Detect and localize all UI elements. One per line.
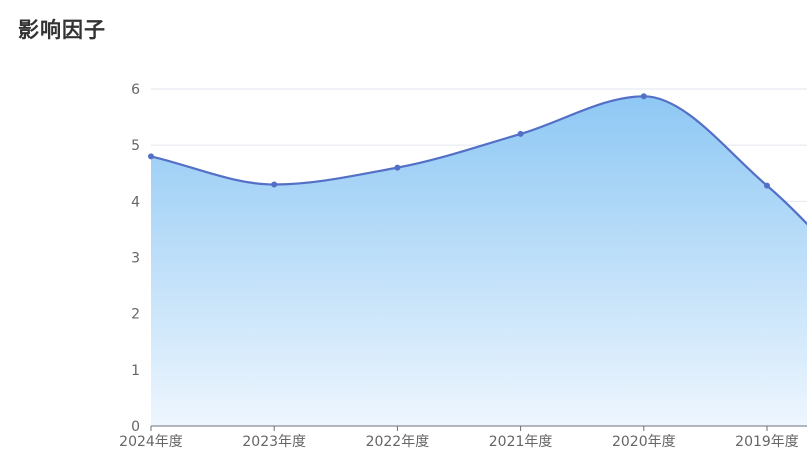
area-fill [151, 96, 807, 426]
data-point[interactable] [640, 93, 647, 100]
y-tick-label: 1 [131, 363, 140, 379]
x-tick-label: 2020年度 [612, 434, 676, 450]
page-title: 影响因子 [18, 18, 106, 42]
y-tick-label: 0 [131, 419, 140, 435]
y-tick-label: 4 [131, 194, 140, 210]
x-tick-label: 2021年度 [489, 434, 553, 450]
y-tick-label: 2 [131, 307, 140, 323]
data-point[interactable] [764, 182, 770, 189]
data-point[interactable] [394, 164, 401, 171]
y-tick-label: 6 [131, 82, 140, 98]
data-point[interactable] [271, 181, 278, 188]
data-point[interactable] [517, 130, 524, 137]
x-tick-label: 2024年度 [119, 434, 183, 450]
y-tick-label: 3 [131, 251, 140, 267]
y-tick-label: 5 [131, 138, 140, 154]
data-point[interactable] [148, 153, 154, 160]
x-tick-label: 2022年度 [366, 434, 430, 450]
x-tick-label: 2023年度 [242, 434, 306, 450]
x-tick-label: 2019年度 [735, 434, 799, 450]
